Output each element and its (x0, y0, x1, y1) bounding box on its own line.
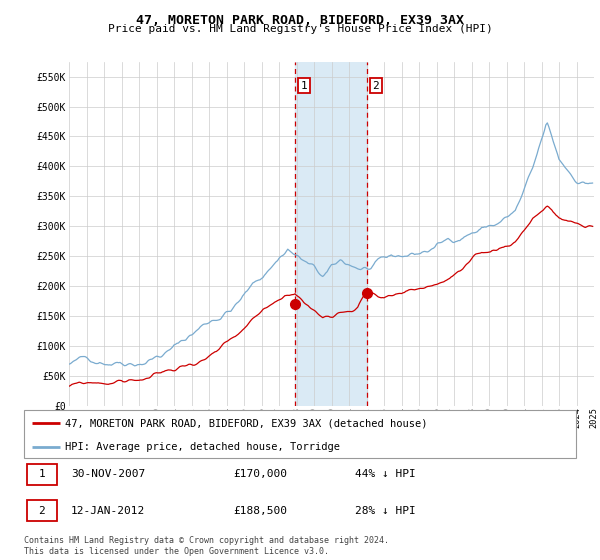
Text: 1: 1 (301, 81, 307, 91)
Text: 47, MORETON PARK ROAD, BIDEFORD, EX39 3AX: 47, MORETON PARK ROAD, BIDEFORD, EX39 3A… (136, 14, 464, 27)
Text: 2: 2 (38, 506, 46, 516)
FancyBboxPatch shape (27, 500, 57, 521)
Text: Contains HM Land Registry data © Crown copyright and database right 2024.
This d: Contains HM Land Registry data © Crown c… (24, 536, 389, 556)
Text: 2: 2 (373, 81, 379, 91)
Text: 47, MORETON PARK ROAD, BIDEFORD, EX39 3AX (detached house): 47, MORETON PARK ROAD, BIDEFORD, EX39 3A… (65, 418, 428, 428)
Text: 1: 1 (38, 469, 46, 479)
Text: 12-JAN-2012: 12-JAN-2012 (71, 506, 145, 516)
Text: HPI: Average price, detached house, Torridge: HPI: Average price, detached house, Torr… (65, 442, 340, 452)
FancyBboxPatch shape (27, 464, 57, 485)
Text: £170,000: £170,000 (234, 469, 288, 479)
Bar (295, 62, 367, 406)
FancyBboxPatch shape (24, 410, 576, 458)
Text: 28% ↓ HPI: 28% ↓ HPI (355, 506, 416, 516)
Text: 44% ↓ HPI: 44% ↓ HPI (355, 469, 416, 479)
Text: 30-NOV-2007: 30-NOV-2007 (71, 469, 145, 479)
Text: £188,500: £188,500 (234, 506, 288, 516)
Text: Price paid vs. HM Land Registry's House Price Index (HPI): Price paid vs. HM Land Registry's House … (107, 24, 493, 34)
